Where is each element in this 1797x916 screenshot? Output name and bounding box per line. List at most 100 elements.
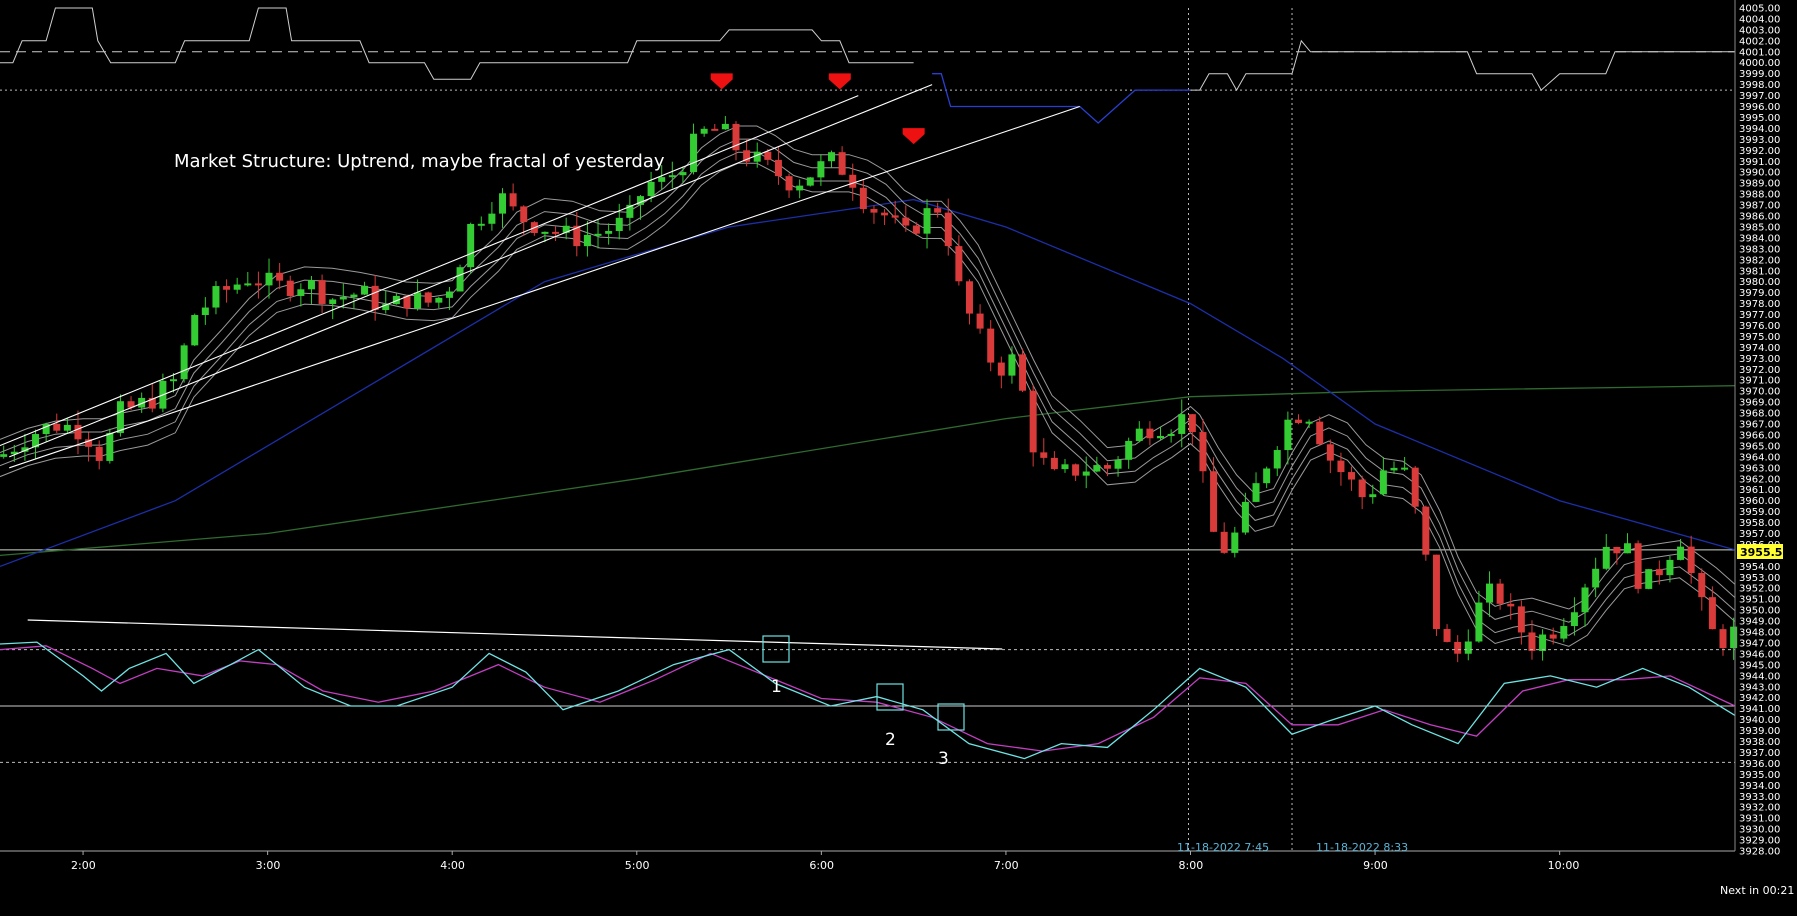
candle-body <box>1252 483 1260 502</box>
candle-body <box>859 187 867 210</box>
candle-body <box>445 291 453 298</box>
candle-body <box>1687 546 1695 574</box>
candle-body <box>1528 632 1536 651</box>
price-tick-label: 3950.00 <box>1739 606 1780 617</box>
candle-body <box>1019 354 1027 391</box>
candle-body <box>63 424 71 431</box>
moving-average-line <box>0 385 1736 557</box>
regime-step-line-2 <box>1190 39 1735 92</box>
candle-body <box>1592 568 1600 588</box>
candle-body <box>934 208 942 213</box>
box-label-1: 1 <box>771 677 782 697</box>
candle-body <box>403 295 411 309</box>
candle-body <box>743 150 751 162</box>
time-tick-label: 9:00 <box>1363 859 1388 872</box>
candle-body <box>467 223 475 268</box>
price-tick-label: 3989.00 <box>1739 179 1780 190</box>
candle-body <box>339 296 347 300</box>
price-tick-label: 3947.00 <box>1739 638 1780 649</box>
price-tick-label: 3966.00 <box>1739 430 1780 441</box>
candle-body <box>636 196 644 205</box>
current-price-label: 3955.50 <box>1740 546 1790 559</box>
price-tick-label: 4001.00 <box>1739 47 1780 58</box>
candle-body <box>955 246 963 282</box>
candle-body <box>764 151 772 160</box>
candle-body <box>1401 467 1409 470</box>
price-tick-label: 3978.00 <box>1739 299 1780 310</box>
candle-body <box>700 128 708 134</box>
candle-body <box>944 212 952 247</box>
candle-body <box>1358 479 1366 498</box>
price-tick-label: 4004.00 <box>1739 14 1780 25</box>
candle-body <box>1464 641 1472 654</box>
candle-body <box>552 231 560 234</box>
candle-body <box>1093 465 1101 472</box>
signal-markers <box>710 73 925 145</box>
candle-body <box>318 280 326 304</box>
price-tick-label: 3988.00 <box>1739 190 1780 201</box>
candle-body <box>223 286 231 290</box>
candle-body <box>21 447 29 452</box>
candle-body <box>1390 467 1398 471</box>
candle-body <box>371 285 379 311</box>
candle-body <box>1284 419 1292 451</box>
price-tick-label: 3937.00 <box>1739 748 1780 759</box>
candle-body <box>679 172 687 176</box>
price-tick-label: 3973.00 <box>1739 354 1780 365</box>
price-tick-label: 3957.00 <box>1739 529 1780 540</box>
box-1[interactable] <box>762 635 790 663</box>
price-tick-label: 3941.00 <box>1739 704 1780 715</box>
box-label-2: 2 <box>885 730 896 750</box>
candle-body <box>562 225 570 233</box>
candle-body <box>902 217 910 226</box>
candle-body <box>1114 459 1122 469</box>
candle-body <box>1241 501 1249 533</box>
price-tick-label: 3983.00 <box>1739 244 1780 255</box>
candle-body <box>774 159 782 177</box>
trendline <box>9 84 933 458</box>
candle-body <box>414 292 422 309</box>
time-tick-label: 10:00 <box>1548 859 1580 872</box>
price-tick-label: 3961.00 <box>1739 485 1780 496</box>
candle-body <box>828 152 836 162</box>
box-2[interactable] <box>876 683 904 711</box>
candle-body <box>1178 414 1186 434</box>
candle-body <box>1305 421 1313 424</box>
price-tick-label: 3948.00 <box>1739 628 1780 639</box>
candle-body <box>42 423 50 435</box>
candles <box>0 116 1738 663</box>
price-tick-label: 3934.00 <box>1739 781 1780 792</box>
candle-body <box>361 285 369 295</box>
price-tick-label: 3949.00 <box>1739 617 1780 628</box>
price-tick-label: 3928.00 <box>1739 847 1780 858</box>
price-tick-label: 3944.00 <box>1739 671 1780 682</box>
price-tick-label: 3964.00 <box>1739 452 1780 463</box>
price-tick-label: 4002.00 <box>1739 36 1780 47</box>
box-3[interactable] <box>937 703 965 731</box>
price-tick-label: 3980.00 <box>1739 277 1780 288</box>
price-axis: 4005.004004.004003.004002.004001.004000.… <box>1734 0 1780 858</box>
candle-body <box>1443 629 1451 642</box>
candle-body <box>668 175 676 178</box>
price-tick-label: 3971.00 <box>1739 376 1780 387</box>
candle-body <box>1613 546 1621 554</box>
price-tick-label: 3972.00 <box>1739 365 1780 376</box>
oscillator-trendline <box>27 619 1003 650</box>
candle-body <box>573 225 581 247</box>
candle-body <box>626 204 634 218</box>
price-tick-label: 3991.00 <box>1739 157 1780 168</box>
candle-body <box>424 292 432 303</box>
price-tick-label: 3985.00 <box>1739 222 1780 233</box>
candle-body <box>1103 465 1111 469</box>
candle-body <box>1570 612 1578 627</box>
candle-body <box>1698 573 1706 598</box>
price-tick-label: 3954.00 <box>1739 562 1780 573</box>
time-tick-label: 5:00 <box>625 859 650 872</box>
price-tick-label: 3967.00 <box>1739 420 1780 431</box>
stochastic-oscillator <box>0 641 1736 763</box>
candle-body <box>1050 457 1058 470</box>
price-tick-label: 3969.00 <box>1739 398 1780 409</box>
candle-body <box>881 212 889 216</box>
